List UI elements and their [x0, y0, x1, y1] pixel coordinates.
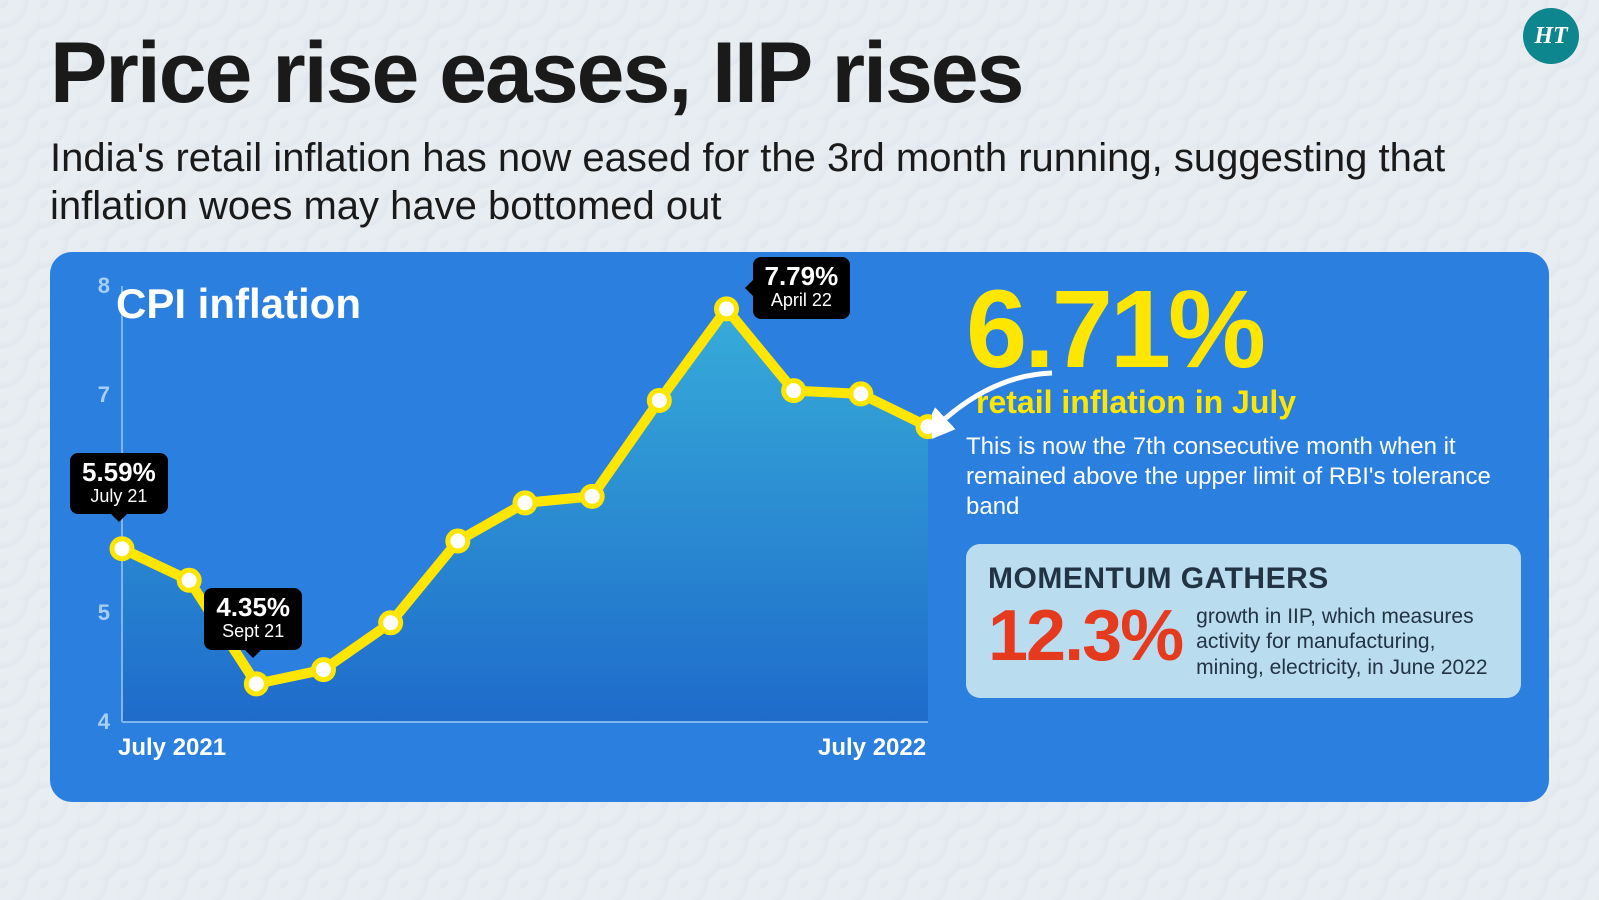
cpi-line-chart: 45678 [78, 272, 938, 772]
info-column: 6.71% retail inflation in July This is n… [966, 272, 1521, 772]
momentum-title: MOMENTUM GATHERS [988, 562, 1499, 596]
logo-text: HT [1534, 23, 1567, 50]
callout-april22: 7.79% April 22 [753, 257, 851, 319]
callout-value: 5.59% [82, 459, 156, 485]
callout-value: 4.35% [216, 594, 290, 620]
callout-value: 7.79% [765, 263, 839, 289]
momentum-description: growth in IIP, which measures activity f… [1196, 600, 1499, 680]
chart-title: CPI inflation [116, 280, 361, 328]
svg-text:8: 8 [98, 273, 110, 298]
x-axis-start-label: July 2021 [118, 734, 226, 762]
chart-panel: CPI inflation 45678 5.59% July 21 4.35% … [50, 252, 1549, 802]
momentum-percent: 12.3% [988, 600, 1182, 672]
callout-label: April 22 [765, 291, 839, 311]
momentum-box: MOMENTUM GATHERS 12.3% growth in IIP, wh… [966, 544, 1521, 698]
callout-label: Sept 21 [216, 622, 290, 642]
svg-text:7: 7 [98, 382, 110, 407]
callout-sept21: 4.35% Sept 21 [204, 588, 302, 650]
infographic-container: HT Price rise eases, IIP rises India's r… [0, 0, 1599, 842]
chart-zone: CPI inflation 45678 5.59% July 21 4.35% … [78, 272, 938, 772]
ht-logo: HT [1523, 8, 1579, 64]
svg-text:5: 5 [98, 600, 110, 625]
headline: Price rise eases, IIP rises [50, 30, 1549, 116]
svg-text:4: 4 [98, 709, 111, 734]
highlight-percent: 6.71% [966, 280, 1263, 379]
pointer-arrow [932, 367, 1062, 457]
callout-label: July 21 [82, 487, 156, 507]
subheadline: India's retail inflation has now eased f… [50, 134, 1549, 230]
x-axis-end-label: July 2022 [818, 734, 926, 762]
callout-july21: 5.59% July 21 [70, 453, 168, 515]
